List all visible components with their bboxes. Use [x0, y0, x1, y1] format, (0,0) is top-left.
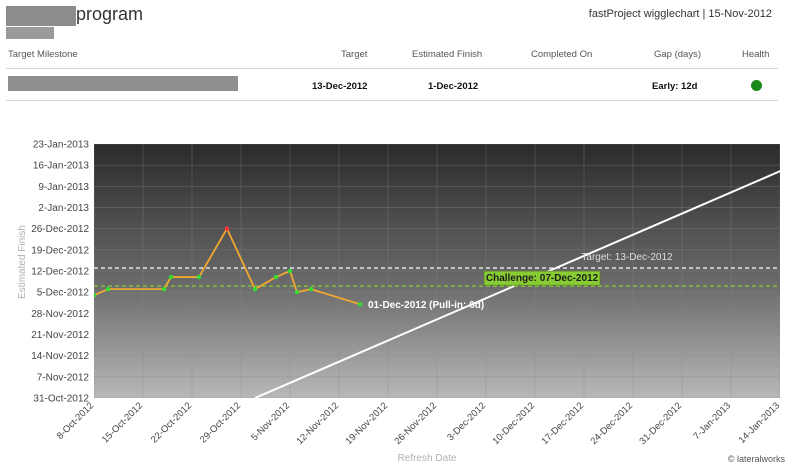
- data-point: [287, 268, 293, 274]
- x-tick-label: 17-Dec-2012: [540, 400, 587, 447]
- latest-estimate-annotation: 01-Dec-2012 (Pull-in: 6d): [368, 300, 484, 311]
- data-point: [294, 289, 300, 295]
- x-tick-label: 14-Jan-2013: [737, 400, 783, 446]
- x-axis-label: Refresh Date: [398, 453, 457, 464]
- data-point: [161, 286, 167, 292]
- y-tick-label: 5-Dec-2012: [37, 288, 90, 299]
- data-point: [252, 286, 258, 292]
- x-tick-label: 15-Oct-2012: [100, 400, 145, 445]
- cell-estimated-finish: 1-Dec-2012: [428, 81, 479, 92]
- data-point: [308, 286, 314, 292]
- y-tick-label: 2-Jan-2013: [38, 203, 89, 214]
- x-tick-label: 19-Nov-2012: [344, 400, 391, 447]
- y-tick-label: 26-Dec-2012: [31, 224, 89, 235]
- subtitle-redacted: [6, 27, 54, 39]
- estimated-finish-series-line: [94, 226, 361, 306]
- table-divider-bottom: [6, 100, 778, 101]
- y-tick-label: 19-Dec-2012: [31, 245, 89, 256]
- data-point: [273, 274, 279, 280]
- program-name-redacted: [6, 6, 76, 26]
- cell-target: 13-Dec-2012: [312, 81, 368, 92]
- x-tick-label: 26-Nov-2012: [393, 400, 440, 447]
- y-tick-label: 31-Oct-2012: [33, 394, 89, 405]
- y-tick-label: 21-Nov-2012: [31, 330, 89, 341]
- x-tick-label: 22-Oct-2012: [149, 400, 194, 445]
- data-point: [196, 274, 202, 280]
- y-tick-label: 23-Jan-2013: [33, 140, 90, 151]
- data-point: [357, 302, 363, 307]
- y-tick-label: 12-Dec-2012: [31, 267, 89, 278]
- y-tick-label: 7-Nov-2012: [37, 372, 90, 383]
- x-tick-label: 3-Dec-2012: [445, 400, 488, 443]
- col-target: Target: [341, 49, 368, 60]
- x-tick-label: 8-Oct-2012: [55, 400, 96, 441]
- data-point: [94, 292, 97, 298]
- data-point: [224, 226, 230, 231]
- y-tick-label: 14-Nov-2012: [31, 351, 89, 362]
- y-tick-label: 16-Jan-2013: [33, 161, 90, 172]
- table-divider-top: [6, 68, 778, 69]
- col-estimated-finish: Estimated Finish: [412, 49, 483, 60]
- cell-gap: Early: 12d: [652, 81, 698, 92]
- x-tick-label: 29-Oct-2012: [198, 400, 243, 445]
- x-tick-label: 31-Dec-2012: [638, 400, 685, 447]
- col-health: Health: [742, 49, 770, 60]
- challenge-label-box: [483, 270, 601, 286]
- data-point: [105, 286, 111, 292]
- x-tick-label: 5-Nov-2012: [249, 400, 292, 443]
- x-tick-label: 24-Dec-2012: [589, 400, 636, 447]
- credit-lateralworks: © lateralworks: [727, 454, 785, 464]
- y-tick-label: 9-Jan-2013: [38, 182, 89, 193]
- y-tick-label: 28-Nov-2012: [31, 309, 89, 320]
- col-completed-on: Completed On: [531, 49, 593, 60]
- x-tick-label: 12-Nov-2012: [295, 400, 342, 447]
- target-line-label: Target: 13-Dec-2012: [581, 252, 673, 263]
- program-label: program: [76, 4, 144, 24]
- y-axis-label: Estimated Finish: [17, 225, 28, 299]
- col-gap: Gap (days): [654, 49, 701, 60]
- x-tick-label: 7-Jan-2013: [691, 400, 733, 442]
- challenge-line-label: Challenge: 07-Dec-2012: [486, 273, 599, 284]
- plot-area: [94, 144, 780, 398]
- x-tick-label: 10-Dec-2012: [491, 400, 538, 447]
- report-title: fastProject wigglechart | 15-Nov-2012: [588, 8, 772, 20]
- health-status-dot: [751, 80, 762, 91]
- milestone-name-redacted: [8, 76, 238, 91]
- data-point: [168, 274, 174, 280]
- col-target-milestone: Target Milestone: [8, 49, 78, 60]
